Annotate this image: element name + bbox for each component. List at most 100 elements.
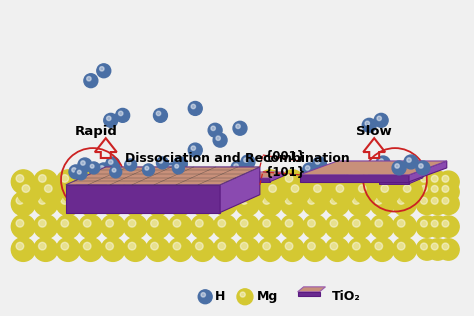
Circle shape [376,156,390,170]
Circle shape [106,220,113,227]
Circle shape [397,220,405,227]
Circle shape [173,157,187,171]
Circle shape [168,170,192,194]
Circle shape [61,220,69,227]
Circle shape [11,215,35,239]
Circle shape [353,220,360,227]
Circle shape [291,185,299,192]
Circle shape [134,185,142,192]
Circle shape [442,220,449,227]
Circle shape [128,175,136,182]
Circle shape [218,175,226,182]
Text: {101}: {101} [265,166,306,179]
Circle shape [123,170,147,194]
Circle shape [234,164,238,168]
Circle shape [191,146,195,150]
Polygon shape [409,161,447,182]
Circle shape [173,175,181,182]
Circle shape [11,238,35,261]
Circle shape [330,242,338,250]
Circle shape [420,220,428,227]
Circle shape [188,101,202,115]
Circle shape [397,197,405,204]
Circle shape [83,220,91,227]
Circle shape [104,113,118,127]
Circle shape [56,170,80,194]
Circle shape [392,170,417,194]
Circle shape [156,185,164,192]
Circle shape [411,163,415,167]
Circle shape [427,239,448,260]
Circle shape [325,215,349,239]
Circle shape [281,192,304,216]
Circle shape [315,160,320,164]
Circle shape [123,192,147,216]
Circle shape [377,116,382,121]
Circle shape [168,215,192,239]
Circle shape [16,197,24,204]
Circle shape [146,192,170,216]
Circle shape [83,197,91,204]
Circle shape [330,220,338,227]
Circle shape [325,238,349,261]
Circle shape [78,158,92,172]
Circle shape [151,197,158,204]
Circle shape [83,242,91,250]
Circle shape [244,158,248,162]
Polygon shape [315,166,358,172]
Polygon shape [66,185,220,213]
Circle shape [173,220,181,227]
Circle shape [285,175,293,182]
Circle shape [258,238,282,261]
Circle shape [123,238,147,261]
Circle shape [375,242,383,250]
Circle shape [72,168,76,172]
Circle shape [79,238,102,261]
Circle shape [348,170,372,194]
Circle shape [431,243,438,250]
Circle shape [330,197,338,204]
Polygon shape [300,175,409,182]
Circle shape [408,160,422,174]
Circle shape [438,171,459,192]
Circle shape [442,175,449,182]
Circle shape [263,220,271,227]
Circle shape [231,161,245,175]
Circle shape [208,123,222,137]
Circle shape [236,215,259,239]
Circle shape [233,121,247,135]
Circle shape [191,192,215,216]
Circle shape [174,180,198,204]
Circle shape [11,170,35,194]
Circle shape [165,163,179,177]
Circle shape [240,220,248,227]
Circle shape [308,242,315,250]
Circle shape [240,292,245,297]
Circle shape [420,243,428,250]
Circle shape [376,180,400,204]
Circle shape [159,159,163,163]
Circle shape [224,185,232,192]
Circle shape [84,74,98,88]
Circle shape [34,170,58,194]
Circle shape [427,171,448,192]
Polygon shape [66,167,260,185]
Circle shape [397,175,405,182]
Circle shape [168,192,192,216]
Circle shape [325,192,349,216]
Circle shape [240,242,248,250]
Circle shape [367,163,381,177]
Circle shape [392,238,417,261]
Circle shape [69,165,83,179]
Circle shape [97,64,111,78]
Circle shape [61,175,69,182]
Circle shape [84,180,109,204]
Circle shape [97,163,111,177]
Circle shape [128,220,136,227]
Circle shape [416,181,438,203]
Circle shape [348,238,372,261]
Circle shape [308,220,315,227]
Circle shape [427,193,448,215]
Circle shape [125,159,137,171]
Circle shape [263,242,271,250]
